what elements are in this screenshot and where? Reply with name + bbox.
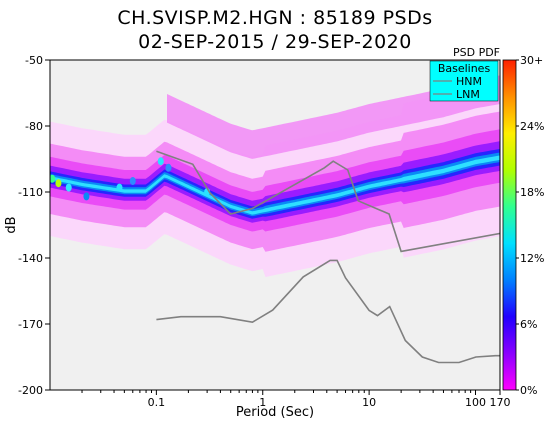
colorbar: PSD PDF 30+ 24% 18% 12% 6% 0%: [453, 46, 544, 397]
legend-title: Baselines: [438, 62, 491, 75]
chart-title-line1: CH.SVISP.M2.HGN : 85189 PSDs: [117, 7, 433, 29]
hnm-baseline-curve: [156, 150, 500, 253]
pdf-hotspot-1: [55, 179, 62, 188]
pdf-hotspot-3: [83, 192, 90, 201]
colorbar-tick-label: 24%: [520, 120, 544, 133]
pdf-layer-1: [50, 111, 500, 252]
y-tick-label: -140: [18, 252, 43, 265]
y-tick-label: -80: [25, 120, 43, 133]
x-axis-ticks: 0.1 1 10 100 170: [81, 390, 511, 409]
plot-frame: [49, 59, 501, 391]
y-axis-ticks: -50 -80 -110 -140 -170 -200: [18, 54, 50, 397]
pdf-upper-ribbon: [167, 75, 500, 159]
x-tick-label: 10: [362, 396, 376, 409]
plot-area: [49, 59, 501, 391]
colorbar-label: PSD PDF: [453, 46, 500, 59]
y-tick-label: -110: [18, 186, 43, 199]
colorbar-tick-label: 0%: [520, 384, 537, 397]
y-tick-label: -170: [18, 318, 43, 331]
x-tick-label: 1: [259, 396, 266, 409]
legend-entry: LNM: [456, 88, 480, 101]
x-tick-label: 170: [490, 396, 511, 409]
pdf-hotspot-2: [65, 183, 72, 192]
colorbar-tick-label: 12%: [520, 252, 544, 265]
pdf-hotspot-0: [50, 174, 56, 183]
colorbar-tick-label: 18%: [520, 186, 544, 199]
colorbar-tick-label: 6%: [520, 318, 537, 331]
colorbar-tick-label: 30+: [520, 54, 543, 67]
pdf-heatmap: [50, 75, 500, 364]
lnm-baseline-curve: [156, 259, 500, 364]
pdf-hotspot-6: [157, 157, 164, 166]
pdf-hotspot-5: [129, 177, 136, 185]
y-tick-label: -200: [18, 384, 43, 397]
pdf-hotspot-4: [116, 183, 123, 192]
legend-entry: HNM: [456, 75, 482, 88]
y-axis-label: dB: [4, 216, 19, 233]
x-tick-label: 100: [465, 396, 486, 409]
pdf-hotspot-7: [165, 163, 172, 172]
chart-title-line2: 02-SEP-2015 / 29-SEP-2020: [138, 31, 412, 53]
colorbar-gradient: [502, 59, 517, 391]
x-axis-label: Period (Sec): [236, 405, 314, 420]
y-tick-label: -50: [25, 54, 43, 67]
x-tick-label: 0.1: [148, 396, 166, 409]
